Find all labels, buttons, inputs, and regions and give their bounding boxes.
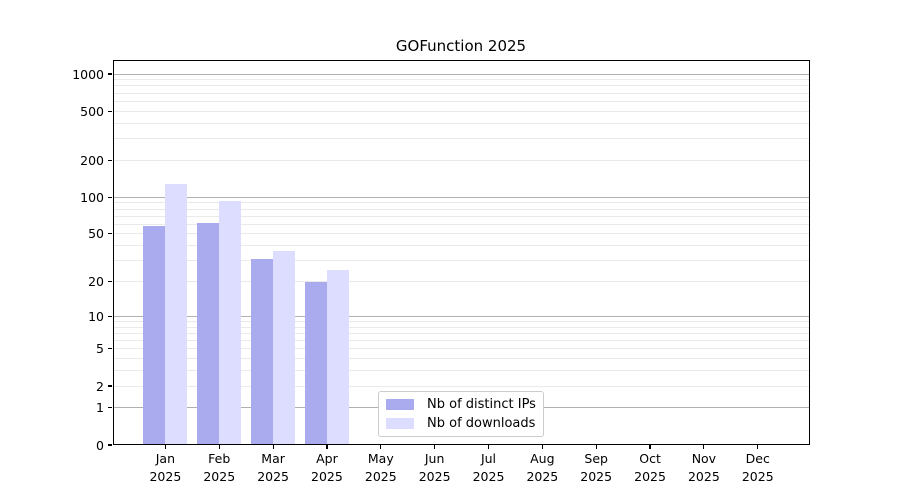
minor-gridline — [112, 100, 810, 102]
minor-gridline — [112, 215, 810, 217]
x-tick-mark — [272, 445, 274, 449]
minor-gridline — [112, 110, 810, 112]
y-tick-mark — [108, 196, 112, 198]
legend-item-distinct-ips: Nb of distinct IPs — [386, 397, 536, 412]
y-tick-label: 2 — [96, 378, 104, 394]
bar-distinct-ips — [251, 258, 274, 445]
minor-gridline — [112, 92, 810, 94]
x-tick-mark — [434, 445, 436, 449]
minor-gridline — [112, 326, 810, 328]
minor-gridline — [112, 332, 810, 334]
bar-distinct-ips — [197, 223, 220, 445]
minor-gridline — [112, 281, 810, 282]
legend-item-downloads: Nb of downloads — [386, 416, 535, 431]
y-tick-label: 100 — [80, 189, 104, 205]
y-tick-label: 50 — [88, 226, 104, 242]
legend-swatch-downloads — [386, 418, 414, 429]
y-tick-mark — [108, 444, 112, 446]
x-tick-mark — [595, 445, 597, 449]
chart-title: GOFunction 2025 — [395, 37, 527, 55]
x-tick-mark — [757, 445, 759, 449]
bar-distinct-ips — [304, 281, 327, 445]
y-tick-mark — [108, 159, 112, 161]
x-tick-mark — [380, 445, 382, 449]
minor-gridline — [112, 358, 810, 360]
x-tick-mark — [541, 445, 543, 449]
x-tick-mark — [326, 445, 328, 449]
bar-downloads — [219, 201, 242, 445]
minor-gridline — [112, 159, 810, 161]
y-tick-mark — [108, 280, 112, 283]
minor-gridline — [112, 79, 810, 81]
y-tick-label: 500 — [80, 103, 104, 119]
minor-gridline — [112, 202, 810, 204]
minor-gridline — [112, 233, 810, 235]
minor-gridline — [112, 260, 810, 262]
x-tick-label: Nov 2025 — [687, 451, 720, 484]
minor-gridline — [112, 385, 810, 387]
minor-gridline — [112, 320, 810, 322]
y-tick-label: 200 — [80, 152, 104, 168]
minor-gridline — [112, 223, 810, 225]
x-tick-label: Aug 2025 — [526, 451, 559, 484]
x-tick-label: Oct 2025 — [634, 451, 666, 484]
major-gridline — [112, 73, 810, 75]
minor-gridline — [112, 245, 810, 247]
bar-distinct-ips — [143, 226, 166, 445]
x-tick-label: Dec 2025 — [741, 451, 774, 484]
x-tick-label: Sep 2025 — [580, 451, 613, 484]
y-tick-mark — [108, 315, 112, 317]
y-tick-label: 1000 — [72, 66, 104, 82]
x-tick-label: Jun 2025 — [418, 451, 451, 484]
bar-downloads — [165, 184, 188, 445]
minor-gridline — [112, 122, 810, 124]
x-tick-label: Mar 2025 — [257, 451, 289, 484]
bar-downloads — [326, 270, 349, 445]
x-tick-label: Apr 2025 — [311, 451, 343, 484]
x-tick-label: Jan 2025 — [149, 451, 182, 484]
y-tick-label: 1 — [96, 400, 104, 416]
x-tick-mark — [703, 445, 705, 449]
legend-label-distinct-ips: Nb of distinct IPs — [427, 397, 536, 412]
x-tick-mark — [487, 445, 490, 449]
y-tick-mark — [108, 233, 112, 235]
y-tick-label: 5 — [96, 341, 104, 357]
x-tick-label: May 2025 — [364, 451, 397, 484]
x-tick-label: Feb 2025 — [203, 451, 236, 484]
y-tick-mark — [108, 407, 112, 409]
legend-swatch-distinct-ips — [386, 399, 414, 410]
minor-gridline — [112, 208, 810, 210]
y-tick-label: 20 — [88, 274, 104, 289]
legend: Nb of distinct IPs Nb of downloads — [378, 391, 544, 437]
bar-downloads — [273, 251, 296, 445]
x-tick-mark — [164, 445, 166, 449]
y-tick-label: 0 — [96, 437, 104, 453]
y-tick-mark — [108, 110, 112, 112]
legend-label-downloads: Nb of downloads — [427, 416, 536, 431]
minor-gridline — [112, 370, 810, 372]
y-tick-label: 10 — [88, 308, 104, 324]
x-tick-mark — [218, 445, 220, 449]
minor-gridline — [112, 348, 810, 350]
minor-gridline — [112, 340, 810, 341]
minor-gridline — [112, 138, 810, 140]
y-tick-mark — [108, 385, 112, 387]
major-gridline — [112, 196, 810, 198]
y-tick-mark — [108, 73, 112, 75]
y-tick-mark — [108, 348, 112, 350]
x-tick-label: Jul 2025 — [472, 451, 505, 484]
minor-gridline — [112, 85, 810, 87]
major-gridline — [112, 315, 810, 317]
x-tick-mark — [649, 445, 651, 449]
